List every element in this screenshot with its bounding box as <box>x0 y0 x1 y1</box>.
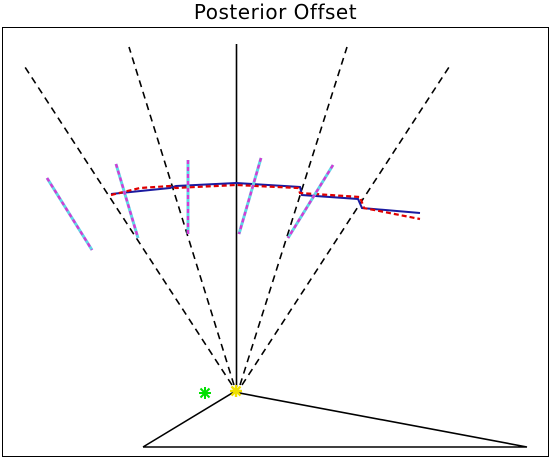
segment-5 <box>286 164 335 239</box>
plot-frame <box>2 27 549 457</box>
dashed-rays <box>22 46 452 386</box>
ray-far-right <box>241 63 452 386</box>
segments <box>45 157 335 251</box>
fitted-curve <box>110 181 421 214</box>
segment-4 <box>237 157 263 235</box>
ray-far-left <box>22 63 233 386</box>
segment-2 <box>114 163 140 239</box>
segment-1 <box>45 177 94 251</box>
star-icon <box>230 385 242 397</box>
asterisk-icon <box>199 387 211 399</box>
ray-left <box>128 46 235 386</box>
figure-title: Posterior Offset <box>193 0 358 24</box>
ray-right <box>239 46 348 386</box>
base-triangle <box>142 391 528 448</box>
model-curve <box>110 183 421 221</box>
